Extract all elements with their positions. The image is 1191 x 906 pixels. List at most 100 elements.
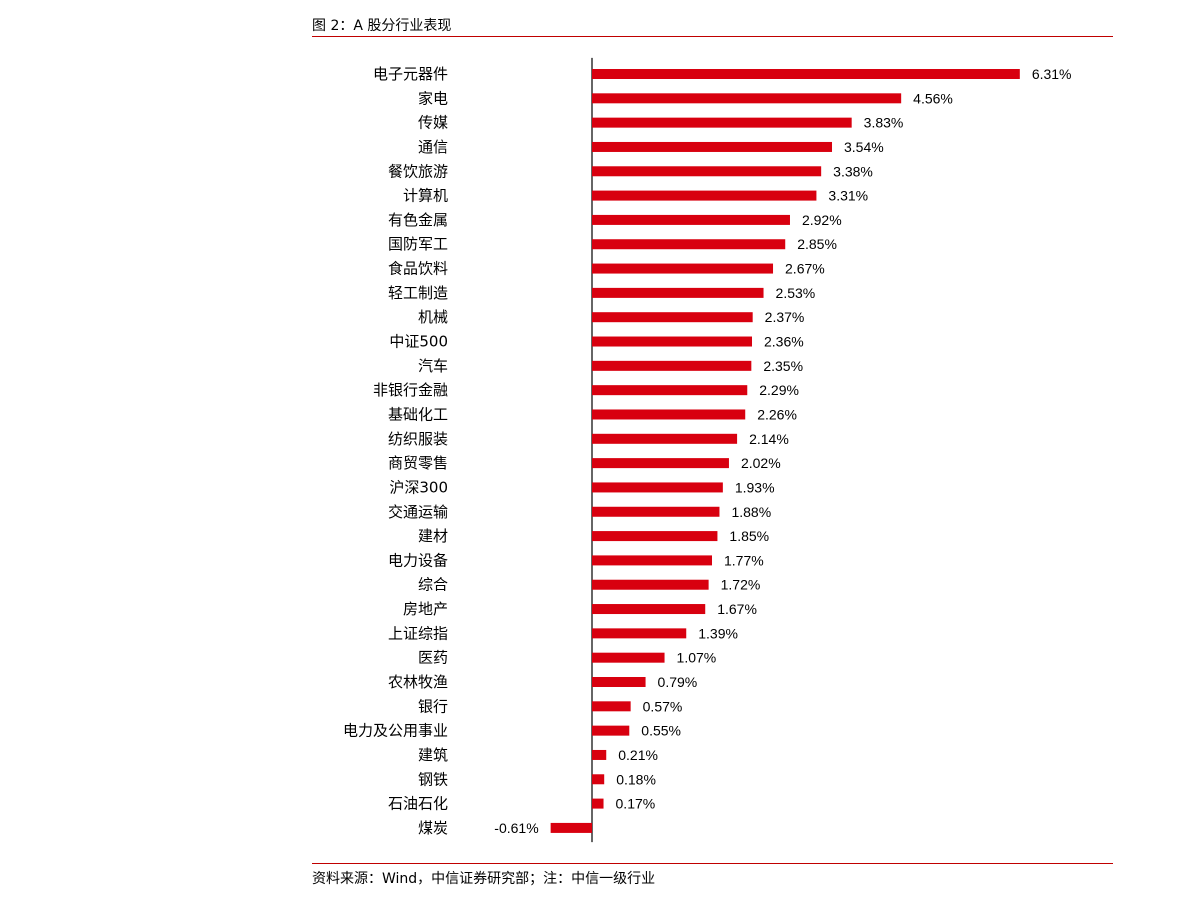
category-label: 石油石化 — [388, 795, 448, 813]
value-label: 2.35% — [763, 358, 803, 374]
bar — [592, 312, 753, 323]
value-label: 2.02% — [741, 455, 781, 471]
category-label: 建筑 — [418, 746, 448, 764]
category-label: 机械 — [418, 308, 448, 326]
bar — [592, 409, 746, 420]
bar — [592, 506, 720, 517]
bar — [592, 360, 752, 371]
source-note: 资料来源：Wind，中信证券研究部；注：中信一级行业 — [312, 871, 656, 887]
category-label: 传媒 — [418, 114, 448, 132]
category-label: 电子元器件 — [373, 65, 448, 83]
category-label: 医药 — [418, 649, 448, 667]
category-label: 上证综指 — [388, 624, 448, 642]
value-label: 3.83% — [864, 115, 904, 131]
value-label: 1.72% — [721, 577, 761, 593]
value-label: 1.77% — [724, 552, 764, 568]
value-label: 1.39% — [698, 625, 738, 641]
value-label: 1.85% — [729, 528, 769, 544]
bar — [550, 822, 592, 833]
bar — [592, 117, 852, 128]
category-label: 餐饮旅游 — [388, 162, 448, 180]
value-label: 2.29% — [759, 382, 799, 398]
category-label: 有色金属 — [388, 211, 448, 229]
category-label: 纺织服装 — [388, 430, 448, 448]
category-label: 建材 — [418, 527, 448, 545]
bar — [592, 433, 738, 444]
value-label: 3.31% — [828, 188, 868, 204]
bar — [592, 482, 723, 493]
value-label: 0.57% — [643, 698, 683, 714]
bar — [592, 336, 753, 347]
value-label: 0.17% — [616, 796, 656, 812]
bar — [592, 579, 709, 590]
category-label: 房地产 — [403, 600, 448, 618]
category-label: 基础化工 — [388, 405, 448, 423]
value-label: 2.53% — [776, 285, 816, 301]
value-label: 0.18% — [616, 771, 656, 787]
category-label: 电力设备 — [388, 551, 448, 569]
bar — [592, 725, 630, 736]
category-label: 通信 — [418, 138, 448, 156]
bar — [592, 458, 729, 469]
bar — [592, 555, 713, 566]
value-label: 3.38% — [833, 163, 873, 179]
bar — [592, 214, 790, 225]
value-label: 6.31% — [1032, 66, 1072, 82]
bar — [592, 287, 764, 298]
category-label: 轻工制造 — [388, 284, 448, 302]
value-label: 2.26% — [757, 406, 797, 422]
bar — [592, 652, 665, 663]
value-label: 0.21% — [618, 747, 658, 763]
category-label: 煤炭 — [418, 819, 448, 837]
category-label: 国防军工 — [388, 235, 448, 253]
bar — [592, 141, 833, 152]
category-label: 食品饮料 — [388, 260, 448, 278]
value-label: 2.14% — [749, 431, 789, 447]
source-divider — [312, 863, 1113, 864]
category-label: 汽车 — [418, 357, 448, 375]
bar — [592, 385, 748, 396]
bar — [592, 263, 774, 274]
category-label: 农林牧渔 — [388, 673, 448, 691]
category-label: 银行 — [418, 697, 448, 715]
value-label: 0.55% — [641, 723, 681, 739]
category-label: 电力及公用事业 — [343, 722, 448, 740]
figure-title: 图 2：A 股分行业表现 — [312, 18, 452, 34]
value-label: 0.79% — [658, 674, 698, 690]
value-label: 2.37% — [765, 309, 805, 325]
category-label: 非银行金融 — [373, 381, 448, 399]
bar — [592, 604, 706, 615]
value-label: 3.54% — [844, 139, 884, 155]
bar — [592, 749, 607, 760]
value-label: 1.67% — [717, 601, 757, 617]
bar — [592, 628, 687, 639]
bar — [592, 701, 631, 712]
bar — [592, 774, 605, 785]
bar — [592, 798, 604, 809]
value-label: 2.85% — [797, 236, 837, 252]
bar — [592, 166, 822, 177]
category-label: 中证500 — [389, 333, 448, 351]
bar — [592, 239, 786, 250]
value-label: 2.92% — [802, 212, 842, 228]
category-label: 交通运输 — [388, 503, 448, 521]
value-label: 2.67% — [785, 261, 825, 277]
bar — [592, 677, 646, 687]
category-label: 商贸零售 — [388, 454, 448, 472]
value-label: 1.88% — [731, 504, 771, 520]
bar — [592, 69, 1020, 79]
title-divider — [312, 36, 1113, 37]
value-label: 1.93% — [735, 479, 775, 495]
category-label: 家电 — [418, 89, 448, 107]
value-label: 2.36% — [764, 334, 804, 350]
value-label: -0.61% — [494, 820, 538, 836]
value-label: 1.07% — [677, 650, 717, 666]
bar — [592, 531, 718, 542]
category-label: 钢铁 — [418, 770, 448, 788]
value-label: 4.56% — [913, 90, 953, 106]
bar — [592, 93, 902, 104]
category-label: 综合 — [418, 576, 448, 594]
category-label: 计算机 — [403, 187, 448, 205]
category-label: 沪深300 — [389, 478, 448, 496]
